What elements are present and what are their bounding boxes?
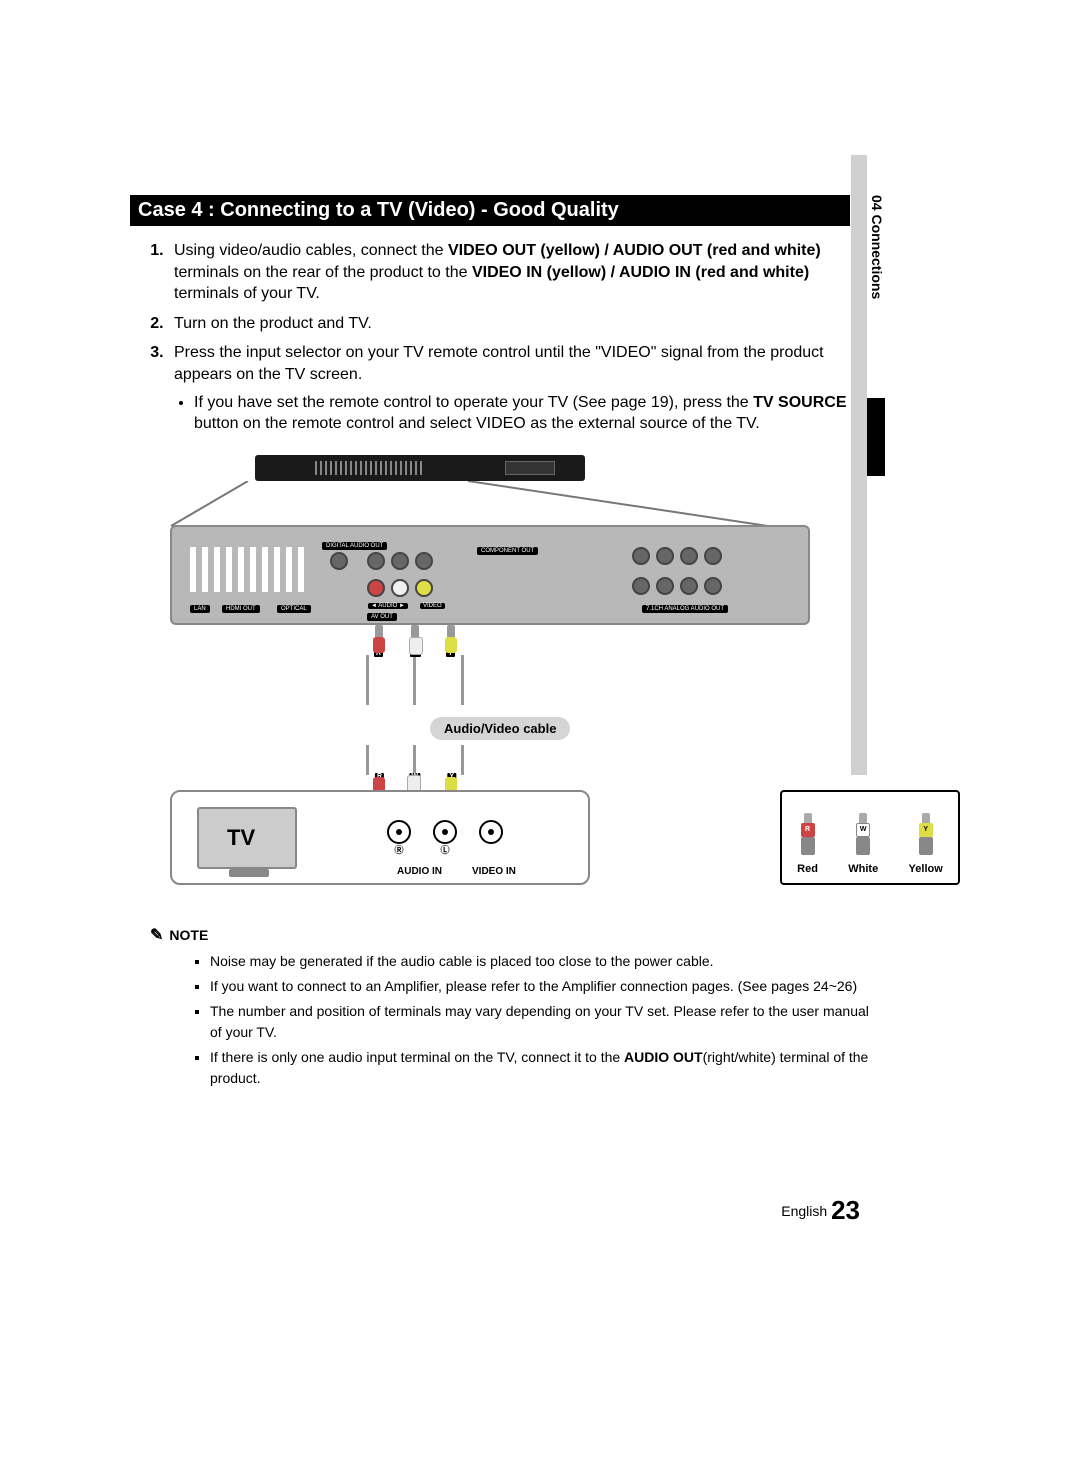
note-heading: ✎ NOTE [150,925,870,945]
video-in-label: VIDEO IN [472,866,516,877]
analog-port-icon [680,577,698,595]
rca-plug-white-icon: W [406,625,424,655]
video-label: VIDEO [420,603,445,609]
rca-plug-red-icon: R [370,625,388,655]
page-content: Case 4 : Connecting to a TV (Video) - Go… [130,195,870,1093]
component-port-icon [367,552,385,570]
av-out-label: AV OUT [367,613,397,621]
analog-71-label: 7.1CH ANALOG AUDIO OUT [642,605,728,613]
player-top-view [255,455,585,481]
instruction-list: Using video/audio cables, connect the VI… [168,240,870,435]
component-port-icon [391,552,409,570]
analog-port-icon [656,577,674,595]
analog-port-icon [632,547,650,565]
lan-label: LAN [190,605,210,613]
analog-port-icon [632,577,650,595]
component-out-label: COMPONENT OUT [477,547,538,555]
analog-port-icon [704,547,722,565]
step-3-sub: If you have set the remote control to op… [194,392,870,435]
tv-jacks: Ⓡ Ⓛ [387,820,503,844]
legend-yellow: Y Yellow [909,813,943,875]
cable-top-plugs: R W Y [360,625,470,705]
analog-port-icon [656,547,674,565]
step-1: Using video/audio cables, connect the VI… [168,240,870,305]
coaxial-port-icon [330,552,348,570]
hdmi-label: HDMI OUT [222,605,260,613]
page-number: 23 [831,1195,860,1225]
legend-white: W White [848,813,878,875]
audio-in-r-jack-icon: Ⓡ [387,820,411,844]
analog-port-icon [704,577,722,595]
digital-audio-label: DIGITAL AUDIO OUT [322,542,387,550]
tv-panel: TV Ⓡ Ⓛ AUDIO IN VIDEO IN [170,790,590,885]
connection-diagram: DIGITAL AUDIO OUT COMPONENT OUT ◄ AUDIO … [140,455,860,895]
note-item: Noise may be generated if the audio cabl… [210,951,870,972]
note-item: The number and position of terminals may… [210,1001,870,1043]
player-rear-panel: DIGITAL AUDIO OUT COMPONENT OUT ◄ AUDIO … [170,525,810,625]
note-icon: ✎ [150,925,163,945]
rca-plug-red-icon: R [799,813,817,857]
component-port-icon [415,552,433,570]
page-footer: English 23 [130,1195,860,1226]
audio-in-label: AUDIO IN [397,866,442,877]
section-tab: 04 Connections [869,195,885,299]
video-out-port-icon [415,579,433,597]
page-title: Case 4 : Connecting to a TV (Video) - Go… [130,195,850,226]
audio-out-l-port-icon [391,579,409,597]
vent-grille-icon [190,547,310,592]
rca-plug-white-icon: W [854,813,872,857]
rca-plug-yellow-icon: Y [917,813,935,857]
note-list: Noise may be generated if the audio cabl… [210,951,870,1089]
step-3: Press the input selector on your TV remo… [168,342,870,434]
tv-label: TV [227,825,255,851]
audio-label: ◄ AUDIO ► [368,603,408,609]
leader-lines [168,481,768,531]
audio-out-r-port-icon [367,579,385,597]
step-2: Turn on the product and TV. [168,313,870,335]
note-item: If there is only one audio input termina… [210,1047,870,1089]
audio-in-l-jack-icon: Ⓛ [433,820,457,844]
video-in-jack-icon [479,820,503,844]
rca-plug-yellow-icon: Y [442,625,460,655]
analog-port-icon [680,547,698,565]
cable-label: Audio/Video cable [430,717,570,740]
cable-legend: R Red W White Y Yellow [780,790,960,885]
footer-language: English [781,1203,827,1219]
legend-red: R Red [797,813,818,875]
note-item: If you want to connect to an Amplifier, … [210,976,870,997]
note-section: ✎ NOTE Noise may be generated if the aud… [150,925,870,1089]
optical-label: OPTICAL [277,605,311,613]
